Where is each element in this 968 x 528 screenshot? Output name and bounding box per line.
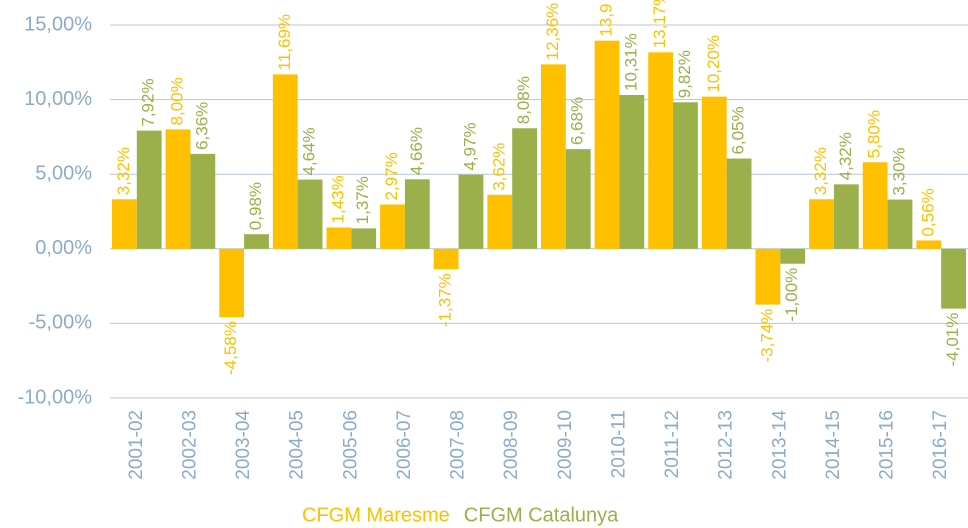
data-label: 3,30% bbox=[889, 147, 908, 195]
data-label: 3,32% bbox=[811, 147, 830, 195]
x-tick-label: 2012-13 bbox=[716, 410, 737, 480]
bar bbox=[272, 74, 298, 249]
data-label: 1,43% bbox=[328, 175, 347, 223]
x-tick-label: 2006-07 bbox=[394, 410, 415, 480]
bar bbox=[887, 199, 913, 249]
data-label: 6,05% bbox=[729, 106, 748, 154]
x-tick-label: 2011-12 bbox=[662, 410, 683, 478]
bar bbox=[219, 248, 245, 318]
data-label: 2,97% bbox=[382, 152, 401, 200]
y-tick-label: -5,00% bbox=[29, 312, 93, 334]
data-label: 0,98% bbox=[246, 182, 265, 230]
bar bbox=[541, 64, 566, 249]
data-label: 8,08% bbox=[514, 76, 533, 124]
bar bbox=[755, 248, 781, 305]
data-label: 4,64% bbox=[300, 127, 319, 175]
bar bbox=[326, 227, 352, 249]
bar bbox=[190, 153, 216, 249]
bar bbox=[619, 94, 645, 249]
bar bbox=[673, 102, 698, 249]
bar bbox=[512, 128, 537, 249]
data-label: -1,37% bbox=[436, 273, 455, 327]
data-label: 5,80% bbox=[865, 110, 884, 158]
y-tick-label: 10,00% bbox=[24, 88, 92, 110]
bar bbox=[487, 194, 513, 249]
bar bbox=[833, 184, 859, 249]
x-tick-label: 2003-04 bbox=[233, 410, 254, 480]
x-tick-label: 2014-15 bbox=[823, 410, 844, 480]
y-tick-label: 5,00% bbox=[35, 162, 92, 184]
data-label: -4,58% bbox=[221, 321, 240, 375]
data-label: 9,82% bbox=[675, 50, 694, 98]
data-label: 6,36% bbox=[192, 102, 211, 150]
bar bbox=[780, 248, 806, 264]
bar bbox=[565, 149, 591, 249]
data-label: 6,68% bbox=[568, 97, 587, 145]
bar bbox=[380, 204, 405, 249]
data-label: 4,66% bbox=[407, 127, 426, 175]
bar bbox=[594, 40, 620, 249]
data-label: -3,74% bbox=[757, 309, 776, 363]
legend-entry: CFGM Maresme bbox=[302, 504, 450, 526]
data-label: 10,31% bbox=[621, 33, 640, 91]
data-label: 13,9 bbox=[597, 4, 616, 37]
data-label: 12,36% bbox=[543, 3, 562, 61]
x-tick-label: 2009-10 bbox=[555, 410, 576, 480]
bar bbox=[726, 158, 752, 249]
data-label: 3,62% bbox=[489, 143, 508, 191]
data-label: 3,32% bbox=[114, 147, 133, 195]
x-tick-label: 2015-16 bbox=[877, 410, 898, 480]
x-tick-label: 2016-17 bbox=[930, 410, 951, 480]
legend-entry: CFGM Catalunya bbox=[464, 504, 619, 526]
bar bbox=[458, 174, 484, 249]
data-label: 8,00% bbox=[168, 77, 187, 125]
data-label: -4,01% bbox=[943, 313, 962, 367]
bar bbox=[297, 179, 323, 249]
bar bbox=[351, 228, 377, 249]
x-tick-label: 2008-09 bbox=[501, 410, 522, 480]
bar bbox=[648, 52, 674, 249]
data-label: 7,92% bbox=[139, 78, 158, 126]
x-tick-label: 2001-02 bbox=[126, 410, 147, 480]
bar bbox=[136, 130, 162, 249]
data-label: 11,69% bbox=[275, 14, 294, 70]
y-tick-label: 0,00% bbox=[35, 237, 92, 259]
bar bbox=[244, 234, 269, 249]
x-tick-label: 2005-06 bbox=[340, 410, 361, 480]
bar bbox=[433, 248, 459, 270]
bar bbox=[862, 162, 888, 249]
y-tick-label: -10,00% bbox=[18, 386, 93, 408]
data-label: 10,20% bbox=[704, 35, 723, 93]
bar bbox=[916, 240, 942, 249]
bar bbox=[809, 199, 834, 249]
bar bbox=[165, 129, 191, 249]
bar bbox=[701, 96, 727, 249]
data-label: -1,00% bbox=[782, 268, 801, 322]
data-label: 4,97% bbox=[460, 122, 479, 170]
x-tick-label: 2013-14 bbox=[769, 410, 790, 480]
bar bbox=[112, 199, 137, 249]
data-label: 13,17% bbox=[650, 0, 669, 48]
x-tick-label: 2007-08 bbox=[448, 410, 469, 480]
data-label: 4,32% bbox=[836, 132, 855, 180]
x-tick-label: 2004-05 bbox=[287, 410, 308, 480]
bar bbox=[941, 248, 966, 309]
y-tick-label: 15,00% bbox=[24, 13, 92, 35]
bar bbox=[404, 179, 430, 249]
x-tick-label: 2010-11 bbox=[608, 410, 629, 478]
data-label: 1,37% bbox=[353, 176, 372, 224]
data-label: 0,56% bbox=[918, 188, 937, 236]
x-tick-label: 2002-03 bbox=[179, 410, 200, 480]
